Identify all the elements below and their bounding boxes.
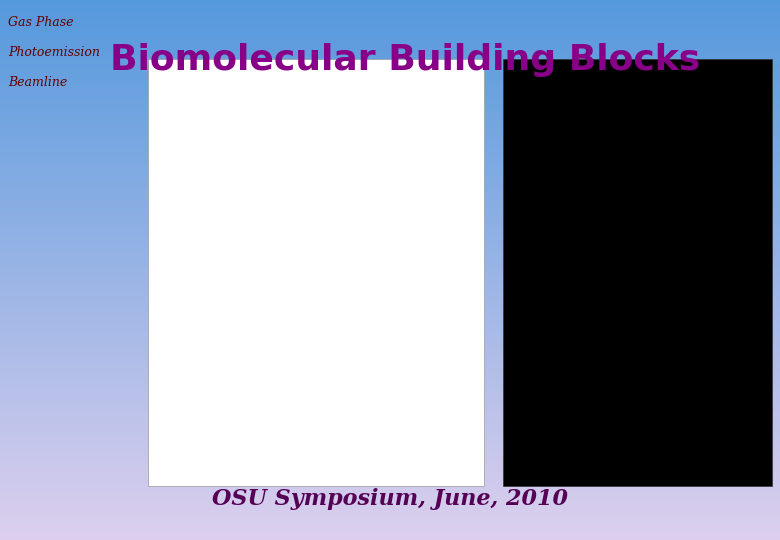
Text: Biomolecular Building Blocks: Biomolecular Building Blocks xyxy=(111,43,700,77)
Text: OSU Symposium, June, 2010: OSU Symposium, June, 2010 xyxy=(212,488,568,510)
Text: Beamline: Beamline xyxy=(8,76,67,89)
Bar xyxy=(503,59,772,486)
Text: Photoemission: Photoemission xyxy=(8,46,100,59)
Bar xyxy=(148,59,484,486)
Text: Gas Phase: Gas Phase xyxy=(8,16,73,29)
